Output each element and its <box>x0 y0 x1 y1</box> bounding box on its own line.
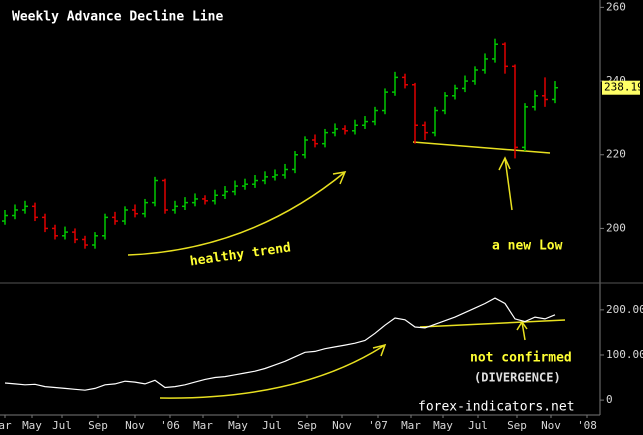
x-tick-label: Nov <box>541 419 561 432</box>
line-series <box>4 297 556 391</box>
y-tick-label: 200.000 <box>606 303 643 316</box>
x-tick-label: Jul <box>262 419 282 432</box>
price-label: 238.19 <box>604 81 643 94</box>
watermark: forex-indicators.net <box>418 400 575 415</box>
annotation: a new Low <box>492 239 563 254</box>
low-arrow <box>498 156 513 211</box>
x-tick-label: Nov <box>125 419 145 432</box>
chart-title: Weekly Advance Decline Line <box>12 10 223 25</box>
annotation: not confirmed <box>470 351 572 366</box>
x-tick-label: Jul <box>468 419 488 432</box>
divergence-arrow <box>516 320 528 341</box>
x-tick-label: '08 <box>577 419 597 432</box>
x-tick-label: May <box>228 419 248 432</box>
y-tick-label: 220 <box>606 148 626 161</box>
x-tick-label: Mar <box>193 419 213 432</box>
y-tick-label: 100.000 <box>606 348 643 361</box>
trend-arrow <box>127 171 346 256</box>
trend-line <box>412 141 551 154</box>
arrow-head <box>332 171 347 185</box>
x-tick-label: Jul <box>52 419 72 432</box>
x-tick-label: May <box>22 419 42 432</box>
x-tick-label: Sep <box>88 419 108 432</box>
x-tick-label: Sep <box>507 419 527 432</box>
y-tick-label: 260 <box>606 0 626 13</box>
y-tick-label: 200 <box>606 221 626 234</box>
y-tick-label: 0 <box>606 393 613 406</box>
trend-line <box>419 319 566 328</box>
x-tick-label: ar <box>0 419 12 432</box>
x-tick-label: Nov <box>332 419 352 432</box>
x-tick-label: May <box>433 419 453 432</box>
x-tick-label: Mar <box>401 419 421 432</box>
price-label-box <box>602 80 640 95</box>
annotation: (DIVERGENCE) <box>474 371 561 385</box>
x-tick-label: Sep <box>297 419 317 432</box>
x-tick-label: '06 <box>160 419 180 432</box>
x-tick-label: '07 <box>368 419 388 432</box>
trend-arrow <box>159 343 387 399</box>
